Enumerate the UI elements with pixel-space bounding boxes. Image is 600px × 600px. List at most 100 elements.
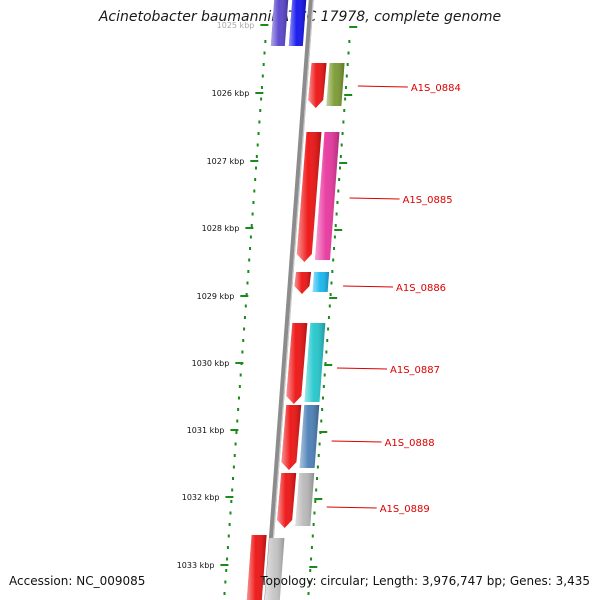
scale-dot [347, 51, 350, 55]
scale-dot [310, 557, 313, 561]
scale-dot [237, 396, 240, 400]
genome-axis-highlight [268, 0, 314, 600]
scale-dot [329, 293, 332, 296]
gene-label: A1S_0886 [396, 283, 446, 294]
strand-arrow-A1S_0889-shade [277, 473, 297, 528]
scale-dot [333, 247, 336, 250]
scale-tick-label: 1026 kbp [212, 89, 250, 98]
scale-dot [348, 40, 351, 43]
top-gene-left-shade [270, 0, 289, 46]
scale-dot [232, 465, 235, 469]
gene-label: A1S_0888 [385, 438, 435, 449]
gene-feature-A1S_0887-shade [304, 323, 326, 402]
scale-dot [235, 431, 238, 434]
scale-dot [324, 362, 327, 365]
scale-dot [327, 316, 330, 319]
scale-dot [342, 120, 345, 124]
top-gene-right [288, 0, 307, 46]
scale-tick-label: 1027 kbp [207, 157, 245, 166]
leader-line [331, 440, 382, 443]
scale-dot [264, 40, 267, 43]
scale-dot [251, 212, 254, 216]
scale-dot [321, 396, 324, 400]
scale-dot [261, 74, 264, 78]
scale-dot [226, 557, 229, 561]
gene-labels: A1S_0884 A1S_0885 A1S_0886 A1S_0887 A1S_0888… [326, 83, 461, 515]
genome-axis-line [264, 0, 314, 600]
scale-dot [232, 477, 235, 480]
scale-dot [340, 143, 343, 147]
genome-axis [264, 0, 314, 600]
gene-feature-A1S_0884 [326, 63, 345, 106]
scale-tick-label: 1025 kbp [217, 21, 255, 30]
scale-dot [246, 281, 249, 285]
scale-dot [263, 51, 266, 55]
scale-dot [253, 189, 256, 193]
scale-dot [331, 270, 334, 273]
gene-feature-A1S_0888-shade [299, 405, 320, 468]
scale-dot [262, 63, 265, 66]
scale-dot [344, 86, 347, 89]
scale-dot [243, 327, 246, 331]
strand-arrow-A1S_0885 [296, 132, 322, 262]
scale-dot [308, 580, 311, 584]
scale-ticks: 1025 kbp 1026 kbp 1027 kbp 1028 kbp 1029 kbp… [177, 21, 358, 570]
scale-dot [229, 511, 232, 515]
scale-dot [242, 339, 245, 342]
scale-tick-label: 1033 kbp [177, 561, 215, 570]
scale-dot [315, 488, 318, 492]
scale-dot [249, 247, 252, 250]
scale-dot [260, 86, 263, 89]
leader-line [336, 367, 387, 370]
scale-dot [341, 132, 344, 135]
strand-arrow-A1S_0886 [294, 272, 312, 294]
strand-arrow-A1S_0887 [286, 323, 308, 404]
scale-dot [231, 488, 234, 492]
scale-dot [313, 511, 316, 515]
scale-dot [226, 546, 229, 549]
scale-dot [254, 166, 257, 170]
scale-dot [326, 339, 329, 342]
scale-dot [322, 385, 325, 388]
accession-text: Accession: NC_009085 [9, 574, 146, 588]
scale-dot [316, 465, 319, 469]
gene-feature-A1S_0886-shade [312, 272, 330, 292]
scale-dot [257, 132, 260, 135]
scale-dot [250, 224, 253, 227]
gene-feature-A1S_0887 [304, 323, 326, 402]
scale-dot [228, 523, 231, 526]
strand-arrow-A1S_0888 [281, 405, 302, 470]
scale-tick-label: 1031 kbp [187, 426, 225, 435]
leader-line [326, 506, 377, 509]
scale-dot [260, 97, 263, 101]
gene-feature-A1S_0885-shade [314, 132, 340, 260]
scale-dot [237, 408, 240, 411]
gene-feature-A1S_0888 [299, 405, 320, 468]
scale-dot [314, 500, 317, 503]
scale-dot [244, 304, 247, 308]
scale-dot [338, 178, 341, 181]
scale-dot [238, 385, 241, 388]
scale-dot [245, 293, 248, 296]
scale-dot [236, 419, 239, 423]
scale-dot [318, 442, 321, 446]
gene-label: A1S_0885 [403, 195, 453, 206]
scale-dot [227, 534, 230, 538]
scale-dot [233, 454, 236, 457]
scale-dot [336, 201, 339, 204]
scale-dot [334, 224, 337, 227]
strand-arrow-A1S_0886-shade [294, 272, 312, 294]
scale-dot [243, 316, 246, 319]
scale-dot [327, 327, 330, 331]
scale-dot [333, 235, 336, 239]
scale-dot [252, 201, 255, 204]
scale-dot [223, 592, 226, 595]
gene-feature-A1S_0884-shade [326, 63, 345, 106]
scale-dot [254, 178, 257, 181]
scale-dot [225, 569, 228, 572]
scale-dot [335, 212, 338, 216]
strand-arrow-A1S_0884-shade [308, 63, 327, 108]
scale-dot [224, 580, 227, 584]
gene-label: A1S_0884 [411, 83, 461, 94]
scale-dot [323, 373, 326, 377]
